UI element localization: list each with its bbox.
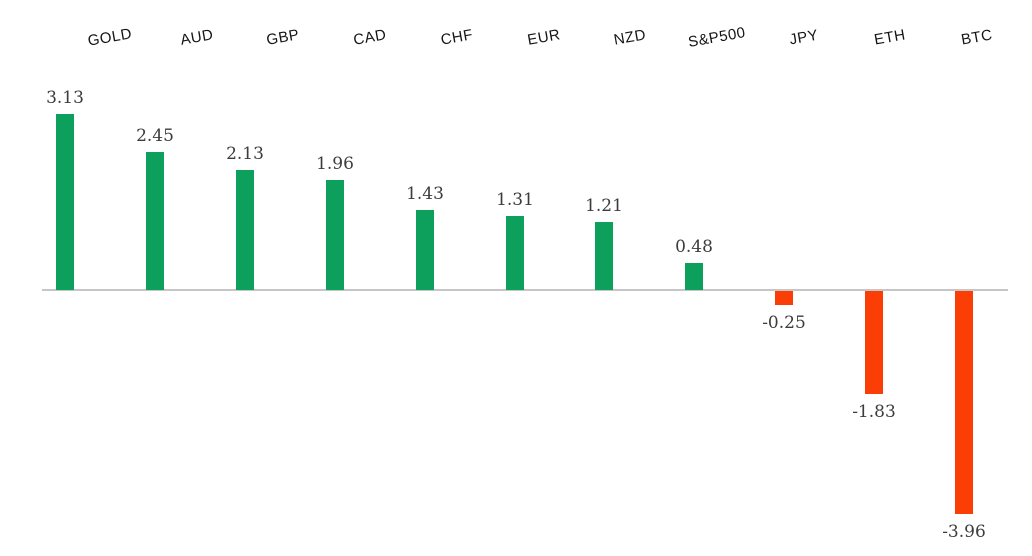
bar-chf [416,210,434,290]
bar-eth [865,291,883,394]
bar-gold [56,114,74,290]
value-label-eur: 1.31 [496,190,534,210]
value-label-nzd: 1.21 [585,196,623,216]
value-label-aud: 2.45 [136,126,174,146]
bar-jpy [775,291,793,305]
bar-aud [146,152,164,290]
value-label-sp500: 0.48 [675,237,713,257]
value-label-eth: -1.83 [852,402,896,422]
value-label-gbp: 2.13 [226,144,264,164]
bar-btc [955,291,973,514]
value-label-cad: 1.96 [316,154,354,174]
value-label-jpy: -0.25 [762,313,806,333]
bar-gbp [236,170,254,290]
value-label-chf: 1.43 [406,184,444,204]
value-label-btc: -3.96 [942,522,986,542]
bar-cad [326,180,344,290]
bar-sp500 [685,263,703,290]
bar-eur [506,216,524,290]
x-axis-baseline [42,289,1008,291]
value-label-gold: 3.13 [46,88,84,108]
bar-nzd [595,222,613,290]
